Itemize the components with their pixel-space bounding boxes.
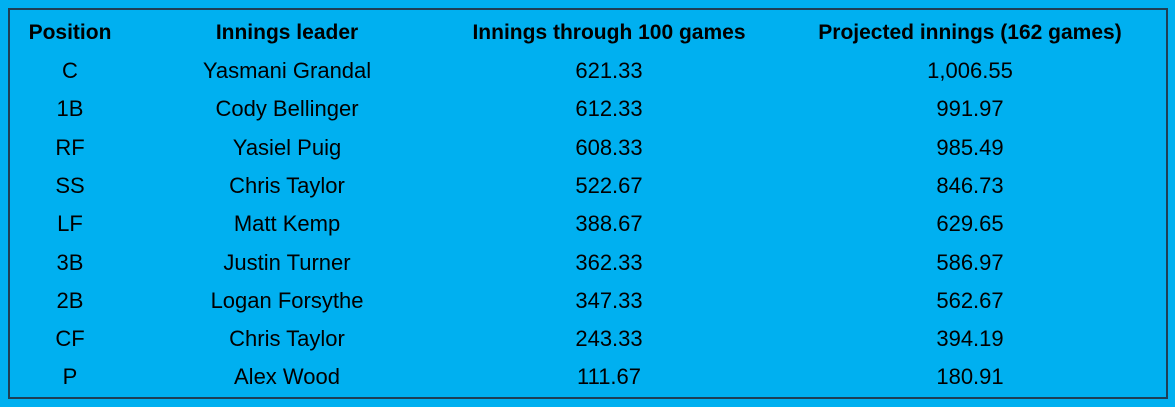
- table: Position Innings leader Innings through 10…: [8, 8, 1168, 399]
- table-cell: 586.97: [936, 249, 1004, 275]
- table-cell: 608.33: [575, 134, 643, 160]
- table-cell: RF: [55, 134, 85, 160]
- table-cell: 1,006.55: [927, 58, 1013, 83]
- table-cell: 629.65: [936, 211, 1004, 237]
- table-cell: 522.67: [575, 172, 643, 198]
- table-cell: 562.67: [936, 287, 1004, 313]
- table-cell: Alex Wood: [234, 364, 340, 390]
- table-cell: 347.33: [575, 287, 643, 313]
- table-cell: Chris Taylor: [229, 326, 345, 352]
- table-cell: Yasiel Puig: [232, 134, 342, 160]
- table-cell: SS: [55, 172, 85, 198]
- table-cell: LF: [57, 211, 83, 237]
- table-cell: 388.67: [575, 211, 643, 237]
- table-cell: 362.33: [575, 249, 643, 275]
- table-cell: Matt Kemp: [233, 211, 341, 237]
- table-cell: 180.91: [936, 364, 1004, 390]
- table-cell: 991.97: [936, 96, 1004, 122]
- table-cell: 111.67: [576, 364, 642, 390]
- table-cell: Chris Taylor: [229, 172, 345, 198]
- table-cell: 2B: [56, 287, 84, 313]
- table-cell: Justin Turner: [223, 249, 351, 275]
- table-cell: C: [62, 58, 78, 83]
- table-cell: 846.73: [936, 172, 1004, 198]
- table-cell: 985.49: [936, 134, 1004, 160]
- table-cell: 3B: [56, 249, 84, 275]
- table-cell: Cody Bellinger: [215, 96, 359, 122]
- table-cell: 621.33: [575, 58, 643, 83]
- table-cell: 394.19: [936, 326, 1004, 352]
- table-cell: Yasmani Grandal: [202, 58, 372, 83]
- table-cell: 612.33: [575, 96, 643, 122]
- table-cell: P: [62, 364, 78, 390]
- table-cell: CF: [55, 326, 85, 352]
- table-cell: 1B: [56, 96, 84, 122]
- table-cell: 243.33: [575, 326, 643, 352]
- header-cell: Innings through 100 games: [472, 21, 746, 44]
- header-cell: Position: [28, 21, 112, 44]
- table-cell: Logan Forsythe: [210, 287, 364, 313]
- header-cell: Projected innings (162 games): [818, 21, 1122, 44]
- header-cell: Innings leader: [215, 21, 359, 44]
